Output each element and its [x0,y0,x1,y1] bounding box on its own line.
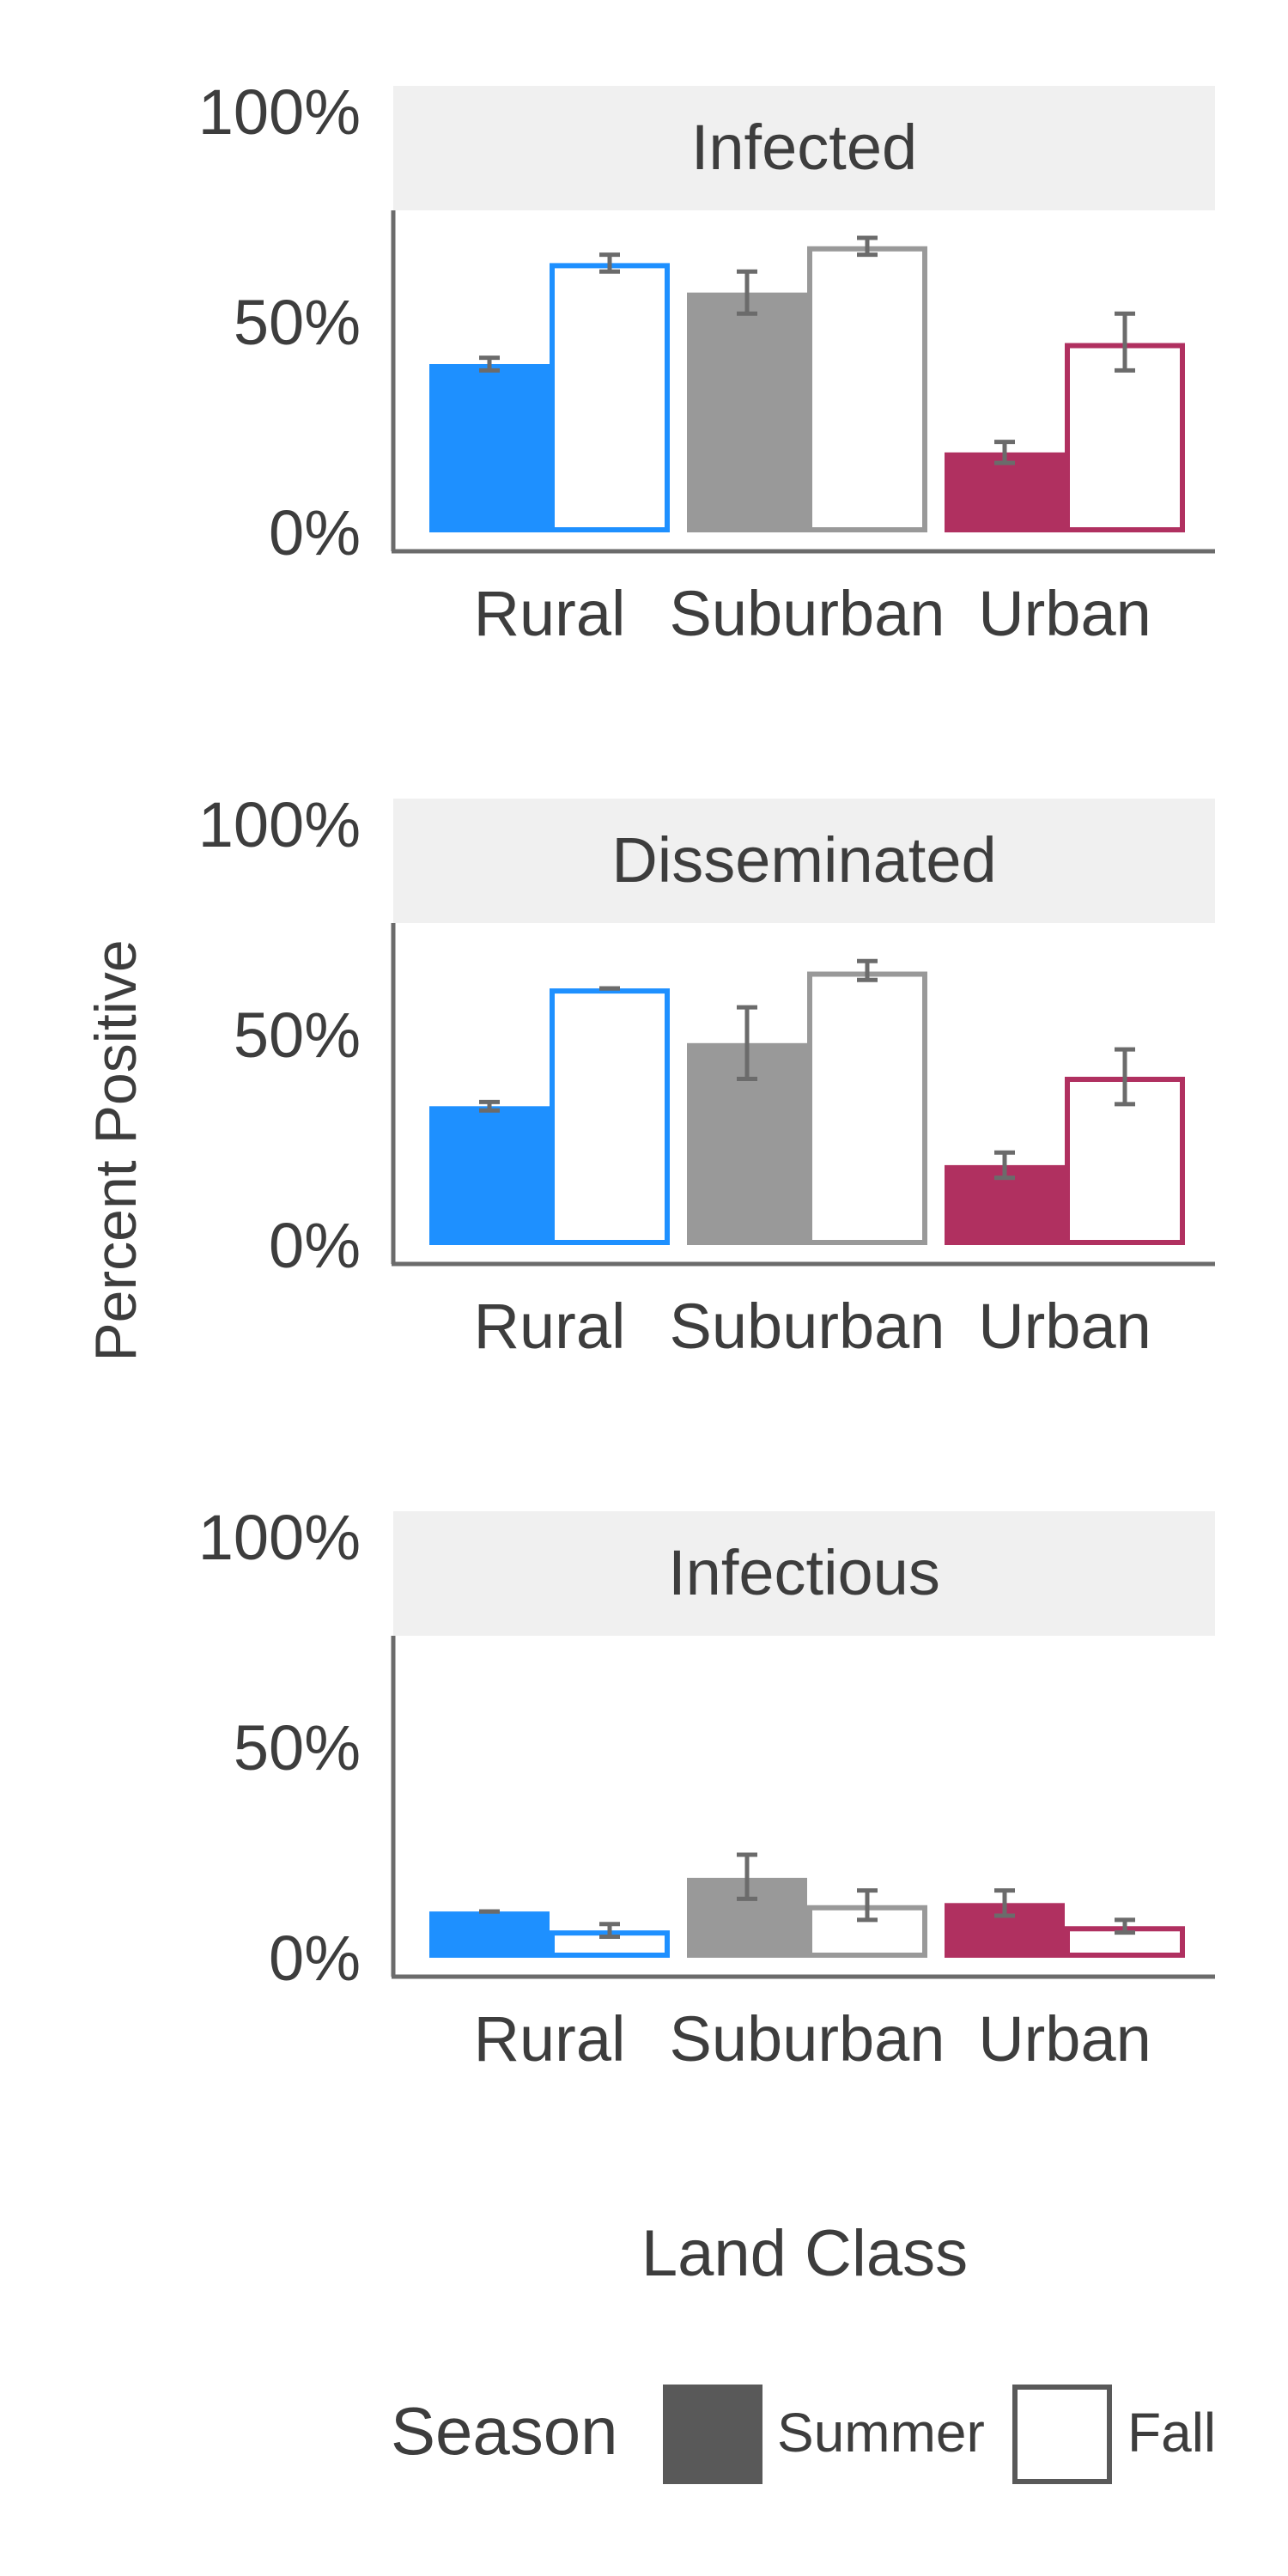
panel-infected: Infected 0% 50% 100% Rural Suburban Urban [198,76,1215,649]
bar-rural-fall [550,988,670,1245]
x-tick-label-rural: Rural [474,2003,626,2075]
x-tick-label-rural: Rural [474,1291,626,1362]
x-tick-label-urban: Urban [978,1291,1151,1362]
y-tick-label: 0% [269,1210,361,1281]
error-bar-suburban-summer [737,1005,757,1081]
panel-strip [393,799,1215,923]
error-bar-urban-summer [994,1888,1015,1918]
x-tick-label-suburban: Suburban [670,1291,945,1362]
bar-rural-fall [550,263,670,532]
error-bar-urban-summer [994,1150,1015,1181]
panel-title: Disseminated [611,824,996,896]
legend-title: Season [391,2393,618,2469]
legend: Season Summer Fall [391,2385,1216,2484]
panel-title: Infected [691,112,917,183]
bar-suburban-summer [687,292,807,532]
x-tick-label-suburban: Suburban [670,2003,945,2075]
panel-strip [393,86,1215,210]
bar-rural-summer [429,364,550,532]
legend-label-fall: Fall [1127,2402,1216,2464]
error-bar-suburban-fall [857,235,878,258]
error-bar-suburban-fall [857,1888,878,1923]
y-tick-label: 50% [234,999,361,1071]
legend-key-fall [1012,2385,1112,2484]
y-tick-label: 100% [198,789,361,860]
x-tick-label-rural: Rural [474,578,626,649]
error-bar-urban-fall [1115,1917,1135,1935]
error-bar-suburban-fall [857,958,878,982]
error-bar-urban-summer [994,440,1015,465]
y-tick-label: 50% [234,1712,361,1783]
x-tick-label-suburban: Suburban [670,578,945,649]
error-bar-suburban-summer [737,1852,757,1901]
bar-urban-fall [1065,1077,1185,1245]
bar-urban-fall [1065,343,1185,532]
y-tick-label: 100% [198,1502,361,1573]
error-bar-urban-fall [1115,311,1135,373]
error-bar-rural-fall [599,252,620,274]
bar-rural-summer [429,1911,550,1958]
y-tick-label: 50% [234,287,361,358]
bar-rural-summer [429,1106,550,1245]
x-axis-label: Land Class [641,2217,968,2290]
panel-strip [393,1511,1215,1636]
panel-disseminated: Disseminated 0% 50% 100% Rural Suburban Urban [198,789,1215,1362]
bar-suburban-fall [807,971,927,1245]
error-bar-rural-summer [479,355,500,373]
x-tick-label-urban: Urban [978,2003,1151,2075]
legend-label-summer: Summer [777,2402,985,2464]
y-tick-label: 0% [269,497,361,568]
bar-suburban-fall [807,246,927,532]
y-tick-label: 100% [198,76,361,148]
panel-title: Infectious [668,1537,940,1608]
legend-key-summer [663,2385,762,2484]
error-bar-suburban-summer [737,269,757,316]
error-bar-rural-fall [599,1922,620,1939]
bar-urban-summer [945,452,1065,532]
panel-infectious: Infectious 0% 50% 100% Rural Suburban Urban [198,1502,1215,2075]
x-tick-label-urban: Urban [978,578,1151,649]
error-bar-rural-summer [479,1099,500,1113]
y-axis-label: Percent Positive [83,939,149,1361]
y-tick-label: 0% [269,1923,361,1994]
error-bar-urban-fall [1115,1047,1135,1107]
